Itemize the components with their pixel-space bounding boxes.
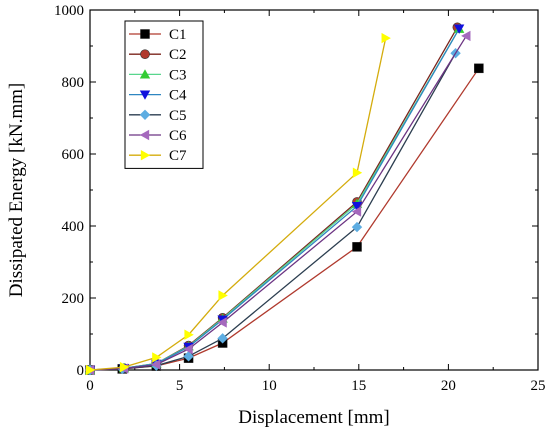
legend-item-c5: C5 xyxy=(129,108,187,124)
data-point-c4 xyxy=(351,202,363,212)
x-tick-label: 15 xyxy=(351,378,366,394)
data-point-c6 xyxy=(351,206,362,217)
legend-marker xyxy=(139,90,151,100)
y-tick-label: 1000 xyxy=(54,3,84,19)
legend-item-c3: C3 xyxy=(129,67,187,83)
data-point-c7 xyxy=(218,290,228,301)
legend-label: C6 xyxy=(169,128,187,144)
data-point-c7 xyxy=(85,364,96,376)
data-point-c4 xyxy=(453,24,465,34)
series-c7 xyxy=(85,32,391,376)
legend-label: C3 xyxy=(169,67,187,83)
legend-item-c6: C6 xyxy=(129,128,187,144)
series-layer xyxy=(84,22,484,376)
legend-item-c4: C4 xyxy=(129,88,187,104)
x-axis-title: Displacement [mm] xyxy=(238,407,389,428)
data-point-c6 xyxy=(183,343,193,355)
data-point-c6 xyxy=(151,359,161,370)
legend-label: C5 xyxy=(169,108,187,124)
legend-label: C7 xyxy=(169,148,187,164)
data-point-c5 xyxy=(217,333,228,344)
x-tick-label: 25 xyxy=(531,378,546,394)
x-tick-label: 20 xyxy=(441,378,456,394)
axes: 0 5 10 15 20 25 0 200 400 600 800 1000 xyxy=(54,3,546,394)
y-tick-label: 400 xyxy=(62,219,85,235)
legend-item-c7: C7 xyxy=(129,148,187,164)
data-point-c5 xyxy=(351,221,363,233)
data-point-c1 xyxy=(474,63,484,74)
y-tick-label: 200 xyxy=(62,291,85,307)
data-point-c6 xyxy=(217,317,227,328)
y-tick-label: 800 xyxy=(62,75,85,91)
data-point-c7 xyxy=(184,329,194,340)
legend-marker xyxy=(140,29,150,39)
legend-label: C4 xyxy=(169,88,187,104)
data-point-c7 xyxy=(152,352,162,363)
legend-box xyxy=(124,20,204,169)
legend: C1 C2 C3 C4 C5 C6 C7 xyxy=(124,20,204,169)
legend-item-c1: C1 xyxy=(129,27,187,43)
x-tick-label: 0 xyxy=(86,378,94,394)
legend-marker xyxy=(139,69,151,79)
y-axis-title: Dissipated Energy [kN.mm] xyxy=(6,83,27,297)
y-tick-label: 0 xyxy=(77,363,85,379)
legend-item-c2: C2 xyxy=(129,47,187,63)
data-point-c7 xyxy=(119,361,130,373)
x-tick-label: 10 xyxy=(262,378,277,394)
data-point-c1 xyxy=(352,242,362,252)
legend-label: C1 xyxy=(169,27,187,43)
legend-label: C2 xyxy=(169,47,187,63)
y-tick-label: 600 xyxy=(62,147,85,163)
x-tick-label: 5 xyxy=(176,378,184,394)
data-point-c6 xyxy=(461,30,471,42)
legend-marker xyxy=(139,109,151,120)
legend-marker xyxy=(140,49,150,60)
data-point-c7 xyxy=(381,32,391,44)
legend-marker xyxy=(140,150,151,161)
data-point-c5 xyxy=(183,351,194,362)
data-point-c7 xyxy=(352,167,363,178)
legend-marker xyxy=(139,129,150,141)
